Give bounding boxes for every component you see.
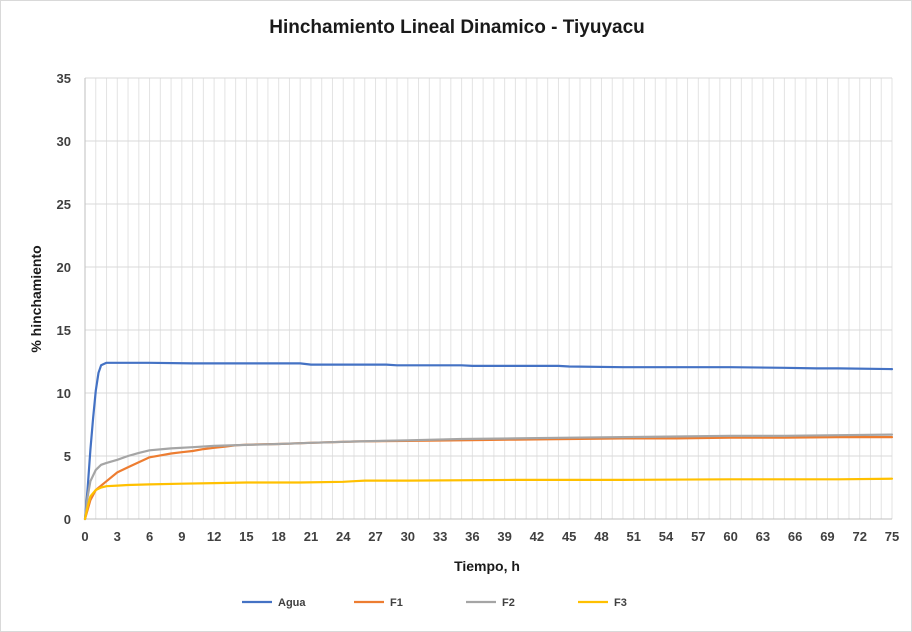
y-tick-label: 20 — [57, 260, 71, 275]
x-tick-label: 72 — [852, 529, 866, 544]
x-tick-label: 0 — [81, 529, 88, 544]
x-tick-label: 36 — [465, 529, 479, 544]
chart-title: Hinchamiento Lineal Dinamico - Tiyuyacu — [269, 17, 645, 38]
x-tick-label: 9 — [178, 529, 185, 544]
y-tick-label: 30 — [57, 134, 71, 149]
x-tick-label: 15 — [239, 529, 253, 544]
series-line-f3 — [83, 477, 894, 521]
y-tick-label: 5 — [64, 449, 71, 464]
tick-labels: 0 3 6 9 12 15 18 21 24 27 30 33 36 39 42 45 48 51 54 57 60 63… — [57, 71, 900, 544]
x-tick-label: 63 — [756, 529, 770, 544]
legend-label-f1: F1 — [390, 597, 403, 609]
x-tick-label: 33 — [433, 529, 447, 544]
x-tick-label: 48 — [594, 529, 608, 544]
y-tick-label: 15 — [57, 323, 71, 338]
y-tick-label: 10 — [57, 386, 71, 401]
x-tick-label: 39 — [497, 529, 511, 544]
x-tick-label: 18 — [271, 529, 285, 544]
series-lines — [83, 361, 894, 521]
x-tick-label: 30 — [401, 529, 415, 544]
x-tick-label: 12 — [207, 529, 221, 544]
x-tick-label: 24 — [336, 529, 351, 544]
grid-lines — [84, 77, 893, 520]
series-line-f1 — [83, 436, 894, 521]
x-tick-label: 21 — [304, 529, 318, 544]
x-tick-label: 27 — [368, 529, 382, 544]
x-tick-label: 57 — [691, 529, 705, 544]
x-tick-label: 3 — [114, 529, 121, 544]
axes — [84, 78, 892, 520]
y-axis-title: % hinchamiento — [28, 245, 44, 352]
series-line-agua — [83, 361, 894, 521]
x-axis-title: Tiempo, h — [454, 558, 520, 574]
x-tick-label: 51 — [627, 529, 641, 544]
legend-label-f2: F2 — [502, 597, 515, 609]
legend-label-f3: F3 — [614, 597, 627, 609]
y-tick-label: 35 — [57, 71, 71, 86]
legend-label-agua: Agua — [278, 597, 306, 609]
x-tick-label: 42 — [530, 529, 544, 544]
legend: Agua F1 F2 F3 — [242, 597, 627, 609]
x-tick-label: 6 — [146, 529, 153, 544]
y-tick-label: 0 — [64, 512, 71, 527]
y-tick-label: 25 — [57, 197, 71, 212]
x-tick-label: 66 — [788, 529, 802, 544]
series-line-f2 — [83, 433, 894, 521]
x-tick-label: 69 — [820, 529, 834, 544]
x-tick-label: 45 — [562, 529, 576, 544]
x-tick-label: 75 — [885, 529, 899, 544]
x-tick-label: 60 — [723, 529, 737, 544]
x-tick-label: 54 — [659, 529, 674, 544]
